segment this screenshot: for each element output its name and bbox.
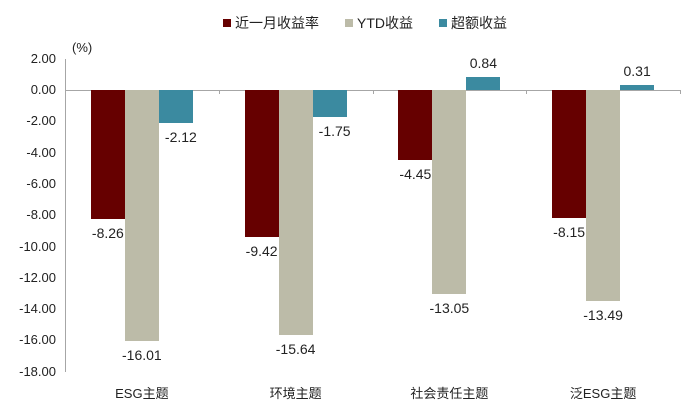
legend-item-ytd-return: YTD收益 bbox=[345, 13, 413, 33]
x-tick-mark bbox=[218, 90, 220, 94]
legend-item-excess-return: 超额收益 bbox=[439, 13, 507, 33]
y-tick-label: 2.00 bbox=[30, 50, 56, 66]
legend-label: 近一月收益率 bbox=[235, 15, 319, 31]
legend-label: YTD收益 bbox=[357, 15, 413, 31]
bar bbox=[90, 90, 125, 220]
bar bbox=[158, 90, 193, 124]
x-tick-mark bbox=[680, 90, 681, 94]
bar bbox=[278, 90, 313, 335]
data-label: -1.75 bbox=[318, 123, 351, 140]
legend-item-monthly-return: 近一月收益率 bbox=[223, 13, 319, 33]
y-tick-label: 0.00 bbox=[30, 82, 56, 97]
y-axis-line bbox=[65, 59, 66, 372]
bar bbox=[620, 85, 655, 90]
data-label: -8.15 bbox=[553, 223, 586, 240]
x-tick-mark bbox=[372, 90, 374, 94]
data-label: -13.05 bbox=[429, 300, 470, 317]
data-label: -8.26 bbox=[91, 225, 124, 242]
x-category-label: 环境主题 bbox=[269, 386, 322, 401]
y-tick-label: -4.00 bbox=[26, 144, 56, 160]
x-tick-mark bbox=[65, 90, 66, 94]
y-axis-unit: (%) bbox=[72, 40, 93, 55]
legend-swatch-excess-return bbox=[439, 19, 447, 27]
data-label: -16.01 bbox=[122, 346, 162, 363]
bar bbox=[432, 90, 467, 295]
y-tick-label: -12.00 bbox=[19, 269, 56, 285]
bar bbox=[312, 90, 347, 118]
x-category-label: 社会责任主题 bbox=[410, 386, 489, 401]
bar bbox=[244, 90, 279, 238]
legend: 近一月收益率 YTD收益 超额收益 bbox=[0, 13, 700, 33]
x-tick-mark bbox=[526, 90, 528, 94]
data-label: 0.31 bbox=[623, 63, 651, 80]
legend-label: 超额收益 bbox=[451, 15, 507, 31]
data-label: -15.64 bbox=[275, 340, 316, 357]
data-label: -4.45 bbox=[399, 165, 432, 182]
y-tick-label: -18.00 bbox=[19, 363, 56, 379]
data-label: -13.49 bbox=[583, 307, 623, 324]
y-tick-label: -6.00 bbox=[26, 175, 56, 191]
x-category-label: 泛ESG主题 bbox=[569, 386, 637, 401]
y-tick-label: -2.00 bbox=[26, 113, 56, 129]
bar bbox=[124, 90, 159, 341]
y-tick-label: -8.00 bbox=[26, 207, 56, 223]
y-tick-label: -14.00 bbox=[19, 301, 56, 317]
data-label: 0.84 bbox=[469, 54, 497, 71]
data-label: -9.42 bbox=[245, 243, 278, 260]
legend-swatch-monthly-return bbox=[223, 19, 231, 27]
bar bbox=[586, 90, 621, 302]
y-tick-label: -10.00 bbox=[19, 238, 56, 254]
legend-swatch-ytd-return bbox=[345, 19, 353, 27]
data-label: -2.12 bbox=[164, 129, 197, 146]
bar bbox=[398, 90, 433, 160]
bar bbox=[466, 76, 501, 90]
y-tick-label: -16.00 bbox=[19, 332, 56, 348]
x-category-label: ESG主题 bbox=[115, 386, 169, 401]
bar bbox=[552, 90, 587, 218]
